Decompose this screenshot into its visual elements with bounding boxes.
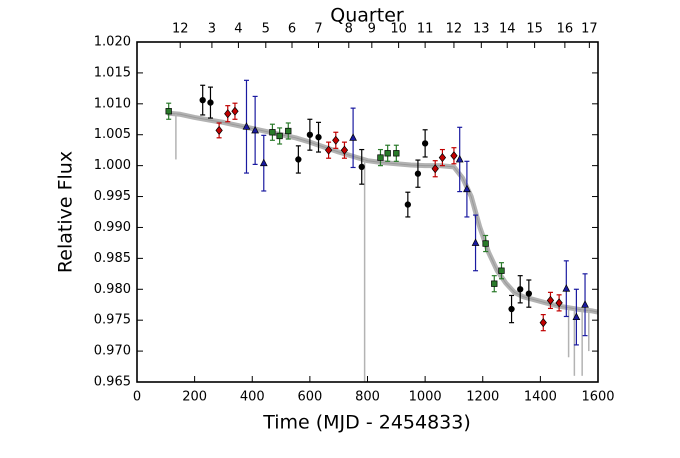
quarter-label: 6: [288, 22, 296, 37]
data-point-triangle: [572, 312, 581, 321]
data-point-square: [165, 108, 172, 115]
quarter-label: 7: [314, 22, 322, 37]
series-red-diamonds: [215, 102, 563, 332]
quarter-label: 12: [172, 22, 189, 37]
x-tick-label: 200: [182, 390, 207, 405]
data-point-circle: [358, 163, 365, 171]
data-point-diamond: [332, 135, 340, 145]
series-green-squares: [165, 102, 505, 293]
data-point-triangle: [581, 300, 589, 308]
data-point-diamond: [340, 145, 349, 155]
data-point-square: [377, 154, 384, 161]
data-point-triangle: [242, 122, 251, 130]
quarter-label: 9: [368, 22, 376, 37]
y-tick-label: 0.965: [94, 375, 131, 390]
data-point-square: [285, 127, 292, 135]
data-point-triangle: [463, 184, 471, 193]
data-point-triangle: [251, 125, 260, 134]
y-tick-label: 1.005: [94, 127, 131, 142]
y-axis-label: Relative Flux: [55, 151, 77, 273]
x-tick-label: 600: [297, 390, 322, 405]
series-black-circles: [199, 84, 532, 324]
x-axis-label: Time (MJD - 2454833): [262, 412, 471, 434]
data-point-diamond: [438, 153, 447, 163]
data-point-diamond: [546, 295, 555, 305]
x-tick-label: 800: [355, 390, 380, 405]
data-points: [165, 79, 589, 346]
data-point-circle: [421, 140, 429, 147]
series-blue-triangles: [242, 79, 589, 346]
data-point-diamond: [324, 145, 333, 155]
y-tick-label: 1.010: [94, 96, 131, 111]
data-point-circle: [315, 134, 322, 141]
quarter-label: 3: [208, 22, 216, 37]
quarter-label: 11: [417, 22, 434, 37]
data-point-diamond: [224, 109, 232, 119]
data-point-circle: [199, 96, 206, 104]
data-point-triangle: [349, 133, 357, 141]
data-point-circle: [517, 286, 524, 293]
quarter-label: 5: [262, 22, 270, 37]
y-tick-label: 1.015: [94, 65, 131, 80]
y-tick-label: 1.020: [94, 35, 131, 50]
data-point-triangle: [455, 154, 464, 163]
y-tick-label: 0.990: [94, 220, 131, 235]
tick-labels: 0 200 400 600 800 1000 1200 1400 1600 0.965 0.970 0…: [94, 22, 615, 405]
x-tick-label: 1000: [409, 390, 442, 405]
data-point-diamond: [231, 106, 239, 116]
quarter-label: 8: [345, 22, 353, 37]
data-point-circle: [404, 201, 411, 208]
x-tick-label: 1200: [466, 390, 499, 405]
quarter-label: 12: [446, 22, 463, 37]
data-point-circle: [306, 131, 314, 138]
quarter-label: 16: [557, 22, 574, 37]
data-point-square: [482, 240, 489, 247]
quarter-label: 4: [234, 22, 242, 37]
data-point-diamond: [431, 164, 439, 174]
y-tick-label: 0.980: [94, 282, 131, 297]
data-point-triangle: [259, 158, 268, 167]
data-point-triangle: [471, 238, 480, 246]
top-axis-label: Quarter: [330, 5, 404, 27]
data-point-square: [384, 150, 391, 157]
data-point-triangle: [562, 284, 571, 292]
quarter-label: 13: [473, 22, 490, 37]
quarter-label: 15: [526, 22, 543, 37]
y-tick-label: 0.975: [94, 313, 131, 328]
data-point-square: [393, 150, 400, 157]
data-point-circle: [525, 290, 532, 297]
data-point-diamond: [555, 298, 563, 308]
data-point-diamond: [450, 151, 458, 161]
data-point-circle: [207, 99, 214, 106]
x-tick-label: 400: [240, 390, 265, 405]
x-tick-label: 1400: [524, 390, 557, 405]
data-point-square: [276, 132, 283, 140]
data-point-diamond: [215, 125, 223, 135]
data-point-circle: [295, 156, 302, 163]
data-point-circle: [414, 170, 422, 177]
y-tick-label: 0.985: [94, 251, 131, 266]
x-tick-label: 0: [133, 390, 141, 405]
y-tick-label: 0.970: [94, 344, 131, 359]
quarter-label: 17: [581, 22, 598, 37]
data-point-square: [269, 129, 276, 136]
y-tick-label: 0.995: [94, 189, 131, 204]
quarter-label: 14: [499, 22, 516, 37]
x-tick-label: 1600: [581, 390, 614, 405]
quarter-label: 10: [390, 22, 407, 37]
axis-ticks: [136, 41, 599, 383]
data-point-square: [491, 280, 498, 287]
data-point-diamond: [539, 318, 547, 328]
data-point-square: [498, 267, 505, 274]
data-point-circle: [508, 305, 515, 313]
y-tick-label: 1.000: [94, 158, 131, 173]
